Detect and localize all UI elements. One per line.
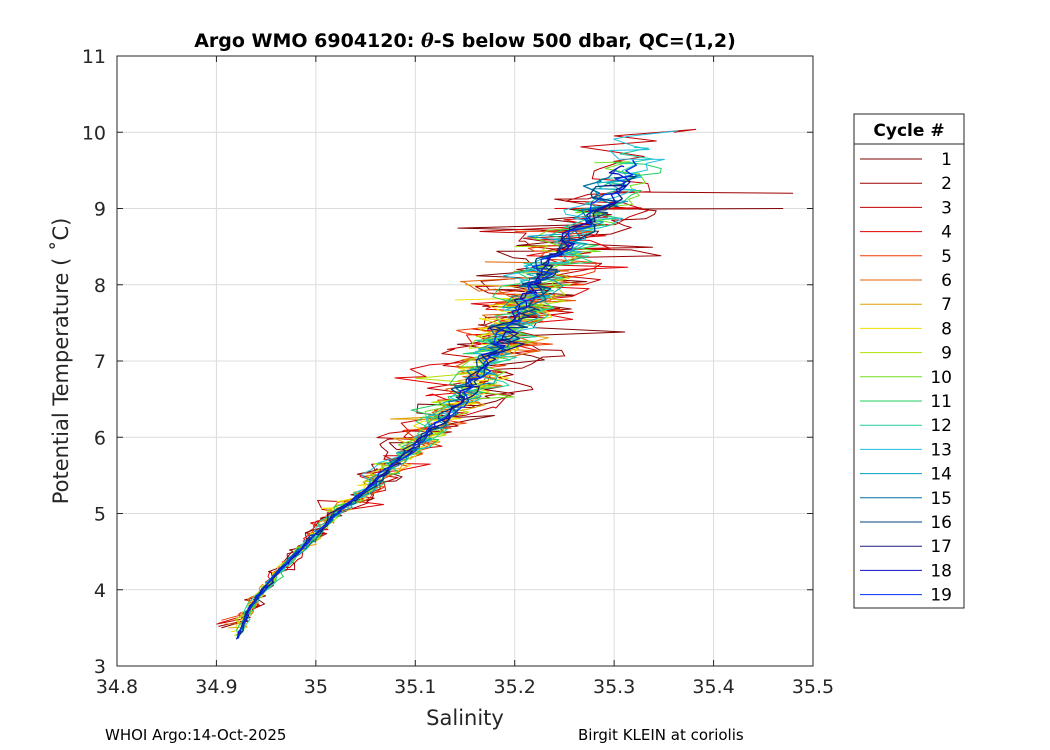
legend-label-4: 4 — [941, 223, 952, 243]
legend-label-8: 8 — [941, 319, 952, 339]
footer-credit-date: WHOI Argo:14-Oct-2025 — [105, 726, 287, 744]
legend-label-1: 1 — [941, 150, 952, 170]
legend-label-10: 10 — [930, 368, 952, 388]
legend-box — [853, 113, 965, 609]
legend-label-15: 15 — [930, 489, 952, 509]
legend-label-11: 11 — [930, 392, 952, 412]
legend-label-3: 3 — [941, 198, 952, 218]
y-tick-label: 11 — [82, 46, 106, 68]
legend-label-16: 16 — [930, 513, 952, 533]
x-tick-label: 34.9 — [195, 676, 237, 698]
legend-label-13: 13 — [930, 440, 952, 460]
x-tick-label: 35.5 — [792, 676, 834, 698]
legend-title: Cycle # — [873, 121, 944, 141]
y-tick-label: 9 — [94, 199, 106, 221]
x-tick-label: 35.2 — [494, 676, 536, 698]
legend-label-2: 2 — [941, 174, 952, 194]
chart-title-theta: θ — [421, 30, 434, 52]
x-tick-label: 35.4 — [692, 676, 734, 698]
chart-title: Argo WMO 6904120: θ-S below 500 dbar, QC… — [194, 30, 736, 52]
x-tick-label: 34.8 — [96, 676, 138, 698]
series-cycle-1 — [221, 208, 784, 629]
y-tick-label: 7 — [94, 351, 106, 373]
axis-ticks: 34.8 34.9 35 35.1 35.2 35.3 35.4 35.5 3 4 5 6 7 8 9 10 1… — [82, 46, 834, 698]
legend-label-18: 18 — [930, 561, 952, 581]
y-tick-label: 8 — [94, 275, 106, 297]
legend-label-5: 5 — [941, 247, 952, 267]
chart-title-suffix: -S below 500 dbar, QC=(1,2) — [434, 30, 736, 52]
y-tick-label: 3 — [94, 656, 106, 678]
series-cycle-18 — [236, 165, 631, 639]
x-tick-label: 35.1 — [394, 676, 436, 698]
legend-label-14: 14 — [930, 465, 952, 485]
y-tick-label: 6 — [94, 427, 106, 449]
legend-label-6: 6 — [941, 271, 952, 291]
footer-operator: Birgit KLEIN at coriolis — [578, 726, 744, 744]
legend-label-9: 9 — [941, 344, 952, 364]
y-tick-label: 10 — [82, 122, 106, 144]
y-axis-label: Potential Temperature ( ˚C) — [49, 218, 73, 505]
y-tick-label: 4 — [94, 580, 106, 602]
y-tick-label: 5 — [94, 504, 106, 526]
legend-label-19: 19 — [930, 586, 952, 606]
x-tick-label: 35.3 — [593, 676, 635, 698]
series-cycle-19 — [237, 159, 637, 639]
legend-label-12: 12 — [930, 416, 952, 436]
x-tick-label: 35 — [304, 676, 328, 698]
legend-label-7: 7 — [941, 295, 952, 315]
series-layer — [216, 128, 794, 640]
chart-title-prefix: Argo WMO 6904120: — [194, 30, 421, 52]
legend-label-17: 17 — [930, 537, 952, 557]
series-cycle-15 — [237, 169, 619, 638]
series-cycle-13 — [260, 130, 679, 594]
x-axis-label: Salinity — [426, 706, 504, 730]
